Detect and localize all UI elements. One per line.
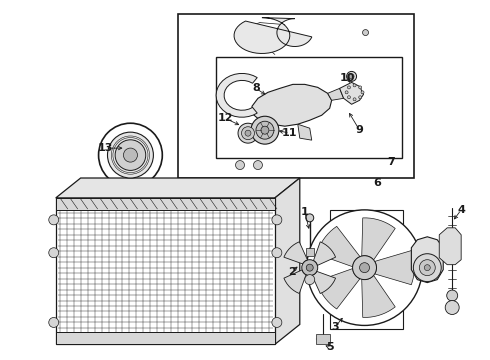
Circle shape — [419, 260, 435, 276]
Circle shape — [242, 127, 254, 140]
Polygon shape — [56, 332, 275, 345]
Circle shape — [253, 161, 263, 170]
Polygon shape — [362, 275, 395, 318]
Polygon shape — [306, 248, 314, 256]
Polygon shape — [216, 73, 257, 117]
Circle shape — [245, 130, 251, 136]
Polygon shape — [340, 82, 364, 104]
Text: 2: 2 — [288, 267, 295, 276]
Text: 8: 8 — [252, 84, 260, 93]
Polygon shape — [328, 88, 343, 100]
Text: 10: 10 — [340, 73, 355, 84]
Circle shape — [359, 96, 362, 99]
Circle shape — [353, 84, 356, 87]
Circle shape — [353, 256, 376, 280]
Polygon shape — [317, 226, 360, 267]
Circle shape — [306, 214, 314, 222]
Circle shape — [302, 260, 318, 276]
Polygon shape — [252, 84, 332, 126]
Polygon shape — [56, 178, 300, 198]
Circle shape — [49, 318, 59, 328]
Circle shape — [360, 263, 369, 273]
Circle shape — [347, 86, 350, 89]
Polygon shape — [375, 251, 415, 285]
Polygon shape — [330, 210, 403, 329]
Circle shape — [347, 96, 350, 99]
Polygon shape — [317, 269, 360, 309]
Circle shape — [272, 318, 282, 328]
Text: 1: 1 — [301, 207, 309, 217]
Polygon shape — [56, 198, 275, 210]
Polygon shape — [439, 228, 461, 265]
Polygon shape — [234, 18, 312, 54]
Circle shape — [447, 290, 458, 301]
Circle shape — [353, 98, 356, 101]
Circle shape — [251, 116, 279, 144]
Circle shape — [445, 301, 459, 315]
Circle shape — [361, 91, 364, 94]
Circle shape — [123, 148, 138, 162]
Polygon shape — [362, 218, 395, 260]
Text: 3: 3 — [331, 323, 339, 332]
Text: 5: 5 — [326, 342, 334, 352]
Circle shape — [115, 140, 146, 170]
Polygon shape — [316, 334, 330, 345]
Text: 9: 9 — [356, 125, 364, 135]
Text: 12: 12 — [218, 113, 233, 123]
Circle shape — [307, 210, 422, 325]
Circle shape — [346, 71, 357, 81]
Circle shape — [414, 254, 441, 282]
Circle shape — [107, 132, 153, 178]
Polygon shape — [298, 124, 312, 140]
Text: 11: 11 — [282, 128, 297, 138]
Polygon shape — [56, 198, 275, 345]
Polygon shape — [284, 242, 308, 264]
Circle shape — [256, 121, 274, 139]
Circle shape — [98, 123, 162, 187]
Polygon shape — [412, 237, 443, 283]
Polygon shape — [216, 58, 402, 158]
Circle shape — [424, 265, 430, 271]
Text: 6: 6 — [373, 178, 381, 188]
Text: 13: 13 — [98, 143, 113, 153]
Circle shape — [359, 86, 362, 89]
Circle shape — [238, 123, 258, 143]
Circle shape — [305, 275, 315, 285]
Polygon shape — [178, 14, 415, 178]
Circle shape — [272, 215, 282, 225]
Polygon shape — [312, 271, 336, 293]
Circle shape — [363, 30, 368, 36]
Circle shape — [261, 126, 269, 134]
Polygon shape — [275, 178, 300, 345]
Circle shape — [349, 74, 354, 79]
Circle shape — [345, 91, 348, 94]
Polygon shape — [314, 242, 336, 265]
Circle shape — [49, 215, 59, 225]
Circle shape — [236, 161, 245, 170]
Text: 4: 4 — [457, 205, 465, 215]
Circle shape — [306, 264, 313, 271]
Circle shape — [272, 248, 282, 258]
Circle shape — [49, 248, 59, 258]
Text: 7: 7 — [388, 157, 395, 167]
Polygon shape — [284, 270, 306, 293]
